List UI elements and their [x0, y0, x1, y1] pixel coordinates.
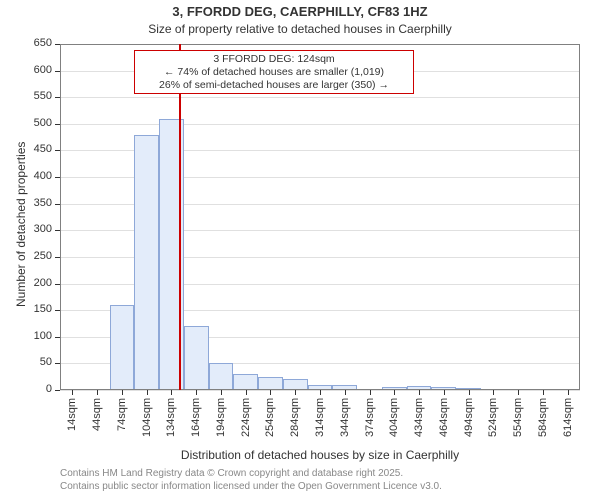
x-tick-label: 464sqm — [438, 398, 450, 446]
x-tick-mark — [394, 390, 395, 395]
x-tick-mark — [147, 390, 148, 395]
x-tick-mark — [469, 390, 470, 395]
x-tick-label: 74sqm — [116, 398, 128, 446]
x-tick-label: 224sqm — [240, 398, 252, 446]
chart-container: 3, FFORDD DEG, CAERPHILLY, CF83 1HZ Size… — [0, 0, 600, 500]
x-tick-label: 164sqm — [190, 398, 202, 446]
x-tick-label: 524sqm — [487, 398, 499, 446]
y-tick-label: 550 — [22, 90, 52, 102]
reference-line — [179, 44, 181, 390]
y-tick-label: 100 — [22, 330, 52, 342]
x-tick-label: 194sqm — [215, 398, 227, 446]
x-tick-mark — [568, 390, 569, 395]
annotation-box: 3 FFORDD DEG: 124sqm← 74% of detached ho… — [134, 50, 414, 94]
x-tick-label: 14sqm — [66, 398, 78, 446]
credits-line-1: Contains HM Land Registry data © Crown c… — [60, 468, 403, 479]
x-tick-mark — [320, 390, 321, 395]
y-axis-label: Number of detached properties — [14, 142, 28, 307]
y-tick-label: 600 — [22, 64, 52, 76]
x-tick-label: 584sqm — [537, 398, 549, 446]
x-tick-mark — [444, 390, 445, 395]
credits-text: Contains HM Land Registry data © Crown c… — [60, 468, 442, 493]
axis-border — [60, 44, 580, 45]
x-axis-label: Distribution of detached houses by size … — [60, 448, 580, 462]
x-tick-mark — [295, 390, 296, 395]
x-tick-label: 434sqm — [413, 398, 425, 446]
x-tick-mark — [171, 390, 172, 395]
x-tick-label: 374sqm — [364, 398, 376, 446]
annotation-line-2: ← 74% of detached houses are smaller (1,… — [164, 66, 384, 78]
histogram-bar — [134, 135, 159, 391]
credits-line-2: Contains public sector information licen… — [60, 481, 442, 492]
y-tick-mark — [55, 390, 60, 391]
grid-line — [60, 97, 580, 98]
x-tick-mark — [518, 390, 519, 395]
x-tick-mark — [270, 390, 271, 395]
plot-area: 0501001502002503003504004505005506006501… — [60, 44, 580, 390]
x-tick-mark — [419, 390, 420, 395]
axis-border — [60, 44, 61, 390]
axis-border — [60, 389, 580, 390]
grid-line — [60, 124, 580, 125]
x-tick-mark — [493, 390, 494, 395]
x-tick-mark — [196, 390, 197, 395]
chart-title: 3, FFORDD DEG, CAERPHILLY, CF83 1HZ — [0, 4, 600, 19]
histogram-bar — [184, 326, 209, 390]
chart-subtitle: Size of property relative to detached ho… — [0, 22, 600, 36]
x-tick-mark — [246, 390, 247, 395]
annotation-line-1: 3 FFORDD DEG: 124sqm — [213, 53, 334, 65]
y-tick-label: 50 — [22, 356, 52, 368]
y-tick-label: 500 — [22, 117, 52, 129]
x-tick-mark — [97, 390, 98, 395]
x-tick-label: 104sqm — [141, 398, 153, 446]
x-tick-mark — [221, 390, 222, 395]
y-tick-label: 0 — [22, 383, 52, 395]
x-tick-label: 494sqm — [463, 398, 475, 446]
x-tick-label: 344sqm — [339, 398, 351, 446]
annotation-line-3: 26% of semi-detached houses are larger (… — [159, 79, 389, 91]
histogram-bar — [233, 374, 258, 390]
histogram-bar — [258, 377, 283, 390]
x-tick-mark — [345, 390, 346, 395]
axis-border — [579, 44, 580, 390]
x-tick-label: 614sqm — [562, 398, 574, 446]
histogram-bar — [209, 363, 234, 390]
x-tick-label: 254sqm — [264, 398, 276, 446]
x-tick-mark — [543, 390, 544, 395]
x-tick-mark — [72, 390, 73, 395]
y-tick-label: 650 — [22, 37, 52, 49]
histogram-bar — [110, 305, 135, 390]
x-tick-mark — [122, 390, 123, 395]
x-tick-label: 284sqm — [289, 398, 301, 446]
x-tick-label: 554sqm — [512, 398, 524, 446]
x-tick-label: 134sqm — [165, 398, 177, 446]
x-tick-mark — [370, 390, 371, 395]
x-tick-label: 314sqm — [314, 398, 326, 446]
x-tick-label: 44sqm — [91, 398, 103, 446]
x-tick-label: 404sqm — [388, 398, 400, 446]
